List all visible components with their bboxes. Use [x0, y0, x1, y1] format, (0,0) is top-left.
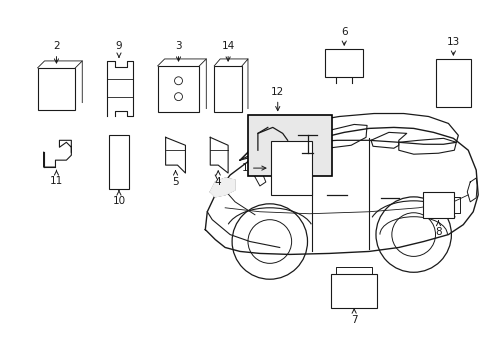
Bar: [38, 68, 75, 109]
Text: 4: 4: [214, 171, 221, 187]
Text: 13: 13: [446, 37, 459, 55]
Bar: [435, 59, 470, 107]
Bar: [422, 192, 453, 218]
Bar: [331, 274, 376, 308]
Text: 12: 12: [270, 87, 284, 111]
Bar: [270, 141, 312, 195]
Text: 11: 11: [50, 170, 63, 186]
Text: 9: 9: [116, 41, 122, 57]
Bar: [109, 135, 129, 189]
Bar: [247, 114, 332, 176]
Bar: [214, 66, 242, 112]
Text: 6: 6: [340, 27, 347, 45]
Text: 5: 5: [172, 171, 179, 187]
Text: 7: 7: [350, 309, 357, 325]
Bar: [157, 66, 199, 112]
Text: 1: 1: [241, 163, 265, 173]
Text: 3: 3: [175, 41, 182, 61]
Text: 14: 14: [221, 41, 234, 61]
Text: 8: 8: [434, 221, 441, 237]
Text: 2: 2: [53, 41, 60, 63]
Polygon shape: [210, 178, 235, 197]
Bar: [325, 49, 362, 77]
Text: 10: 10: [112, 190, 125, 206]
